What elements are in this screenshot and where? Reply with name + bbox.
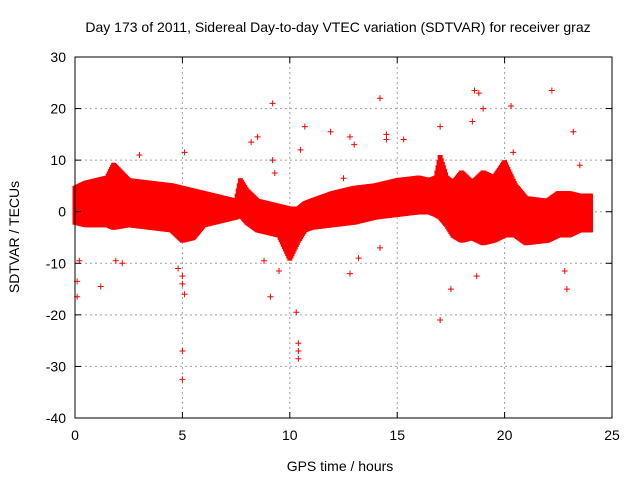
x-tick-label: 25 [604, 427, 620, 443]
tick-layer: 0 5 10 15 20 25 -40 -30 -20 -10 0 10 20 30 [46, 49, 620, 443]
data-point [377, 244, 384, 251]
y-tick-label: 20 [50, 101, 66, 117]
data-point [437, 123, 444, 130]
data-point [327, 128, 334, 135]
x-tick-label: 20 [497, 427, 513, 443]
x-tick-label: 15 [389, 427, 405, 443]
data-point [269, 157, 276, 164]
y-tick-label: 0 [58, 204, 66, 220]
data-point [179, 273, 186, 280]
data-point [293, 309, 300, 316]
y-axis-label: SDTVAR / TECUs [6, 181, 22, 293]
data-point [561, 268, 568, 275]
data-point [181, 149, 188, 156]
data-point [136, 151, 143, 158]
data-point [254, 133, 261, 140]
data-point [261, 257, 268, 264]
data-point [297, 146, 304, 153]
x-tick-label: 10 [282, 427, 298, 443]
plot-frame [74, 56, 613, 419]
data-point [181, 291, 188, 298]
data-point [276, 268, 283, 275]
data-point [119, 260, 126, 267]
y-tick-label: -30 [46, 358, 66, 374]
x-tick-label: 0 [71, 427, 79, 443]
data-point [351, 141, 358, 148]
y-tick-label: 30 [50, 49, 66, 65]
data-point [175, 265, 182, 272]
data-point [480, 105, 487, 112]
chart-title: Day 173 of 2011, Sidereal Day-to-day VTE… [85, 19, 590, 35]
data-point [576, 162, 583, 169]
data-point [179, 376, 186, 383]
data-point [400, 136, 407, 143]
data-point [271, 170, 278, 177]
x-axis-label: GPS time / hours [287, 458, 394, 474]
data-point [97, 283, 104, 290]
data-point [295, 347, 302, 354]
data-point [570, 128, 577, 135]
data-point [377, 95, 384, 102]
data-point [469, 118, 476, 125]
y-tick-label: -10 [46, 255, 66, 271]
data-point [437, 317, 444, 324]
data-point [563, 286, 570, 293]
data-point [383, 136, 390, 143]
data-point [76, 257, 83, 264]
data-point [269, 100, 276, 107]
y-tick-label: -40 [46, 410, 66, 426]
data-point [248, 139, 255, 146]
x-tick-label: 5 [179, 427, 187, 443]
data-point [447, 286, 454, 293]
data-point [383, 131, 390, 138]
data-point [475, 90, 482, 97]
data-point [510, 149, 517, 156]
y-tick-label: 10 [50, 152, 66, 168]
data-point [179, 280, 186, 287]
data-point [508, 102, 515, 109]
data-point-band [588, 193, 594, 233]
y-tick-label: -20 [46, 307, 66, 323]
data-point [301, 123, 308, 130]
data-point [340, 175, 347, 182]
data-point [295, 355, 302, 362]
data-point [267, 293, 274, 300]
data-point [548, 87, 555, 94]
data-point [471, 87, 478, 94]
data-point [473, 273, 480, 280]
data-point [355, 255, 362, 262]
data-point [179, 347, 186, 354]
data-point [112, 257, 119, 264]
data-layer [72, 87, 594, 383]
data-point [346, 270, 353, 277]
data-point [295, 340, 302, 347]
data-point [346, 133, 353, 140]
